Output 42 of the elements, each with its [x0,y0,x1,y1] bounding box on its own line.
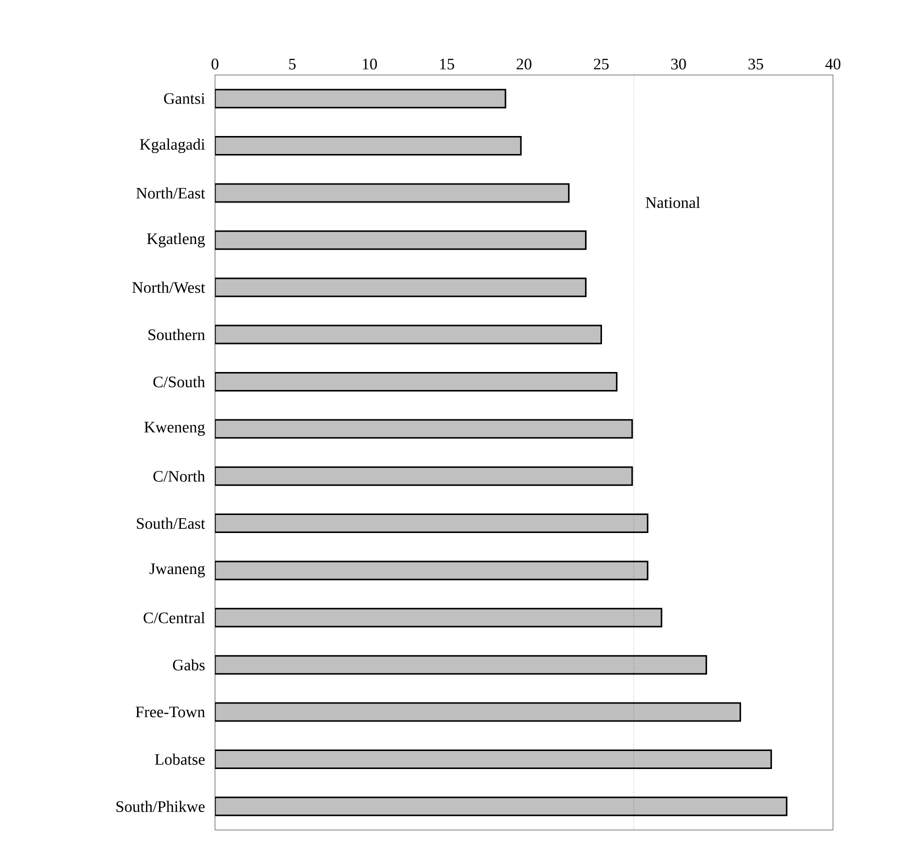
x-tick-label: 20 [516,58,532,70]
y-tick-label: Gabs [172,659,205,670]
y-tick-label: North/East [136,187,206,199]
bar [215,702,742,722]
x-tick-label: 15 [440,58,454,70]
y-tick-label: Free-Town [136,706,205,718]
x-tick-label: 35 [748,58,764,70]
bar [215,136,522,156]
bar [215,608,662,628]
x-tick-label: 5 [289,58,296,70]
bar [215,230,587,250]
bar [215,183,570,203]
y-tick-label: Kweneng [144,422,205,436]
y-tick-label: South/East [136,518,206,529]
bar [215,324,602,344]
bar [215,655,708,675]
x-tick-label: 25 [594,58,609,70]
ref-line-label: National [646,196,700,208]
x-tick-label: 0 [212,58,218,70]
x-tick-label: 30 [671,58,686,70]
bar [215,514,648,534]
bar [215,560,648,580]
y-tick-label: Southern [148,328,205,340]
bar [215,466,633,486]
bar [215,749,772,769]
bar [215,372,618,392]
y-tick-label: C/South [153,376,205,388]
y-tick-label: Kgalagadi [140,138,205,154]
y-tick-label: North/West [132,282,206,294]
x-tick-label: 10 [362,58,377,70]
bar [215,278,587,298]
x-tick-label: 40 [825,58,840,70]
y-tick-label: C/North [153,470,205,482]
y-tick-label: C/Central [144,612,205,624]
y-tick-label: Kgatleng [147,232,205,248]
y-tick-label: Lobatse [155,754,205,765]
bar [215,796,788,816]
y-tick-label: South/Phikwe [116,800,205,812]
bar [215,419,633,439]
y-tick-label: Jwaneng [150,564,205,578]
y-tick-label: Gantsi [164,93,205,104]
bar [215,88,506,108]
